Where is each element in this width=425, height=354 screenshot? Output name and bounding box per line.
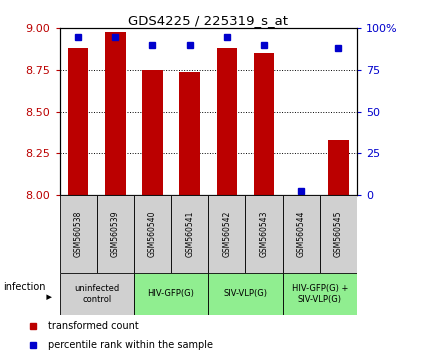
- Text: SIV-VLP(G): SIV-VLP(G): [224, 289, 267, 298]
- Text: percentile rank within the sample: percentile rank within the sample: [48, 341, 213, 350]
- Bar: [208, 195, 245, 273]
- Text: GSM560542: GSM560542: [222, 210, 231, 257]
- Bar: [68, 48, 88, 195]
- Text: transformed count: transformed count: [48, 321, 139, 331]
- Bar: [217, 48, 237, 195]
- Bar: [208, 273, 283, 315]
- Bar: [60, 273, 134, 315]
- Bar: [179, 72, 200, 195]
- Text: GSM560541: GSM560541: [185, 210, 194, 257]
- Bar: [105, 32, 125, 195]
- Bar: [96, 195, 134, 273]
- Bar: [245, 195, 283, 273]
- Text: GSM560540: GSM560540: [148, 210, 157, 257]
- Text: HIV-GFP(G) +
SIV-VLP(G): HIV-GFP(G) + SIV-VLP(G): [292, 284, 348, 303]
- Text: infection: infection: [3, 282, 45, 292]
- Bar: [134, 273, 208, 315]
- Text: GSM560545: GSM560545: [334, 210, 343, 257]
- Bar: [283, 273, 357, 315]
- Text: GSM560544: GSM560544: [297, 210, 306, 257]
- Text: HIV-GFP(G): HIV-GFP(G): [147, 289, 195, 298]
- Bar: [142, 70, 163, 195]
- Bar: [171, 195, 208, 273]
- Bar: [320, 195, 357, 273]
- Bar: [283, 195, 320, 273]
- Text: GSM560543: GSM560543: [260, 210, 269, 257]
- Text: uninfected
control: uninfected control: [74, 284, 119, 303]
- Bar: [134, 195, 171, 273]
- Bar: [254, 53, 274, 195]
- Bar: [328, 140, 348, 195]
- Bar: [60, 195, 96, 273]
- Text: GSM560538: GSM560538: [74, 210, 82, 257]
- Text: GSM560539: GSM560539: [111, 210, 120, 257]
- Title: GDS4225 / 225319_s_at: GDS4225 / 225319_s_at: [128, 14, 288, 27]
